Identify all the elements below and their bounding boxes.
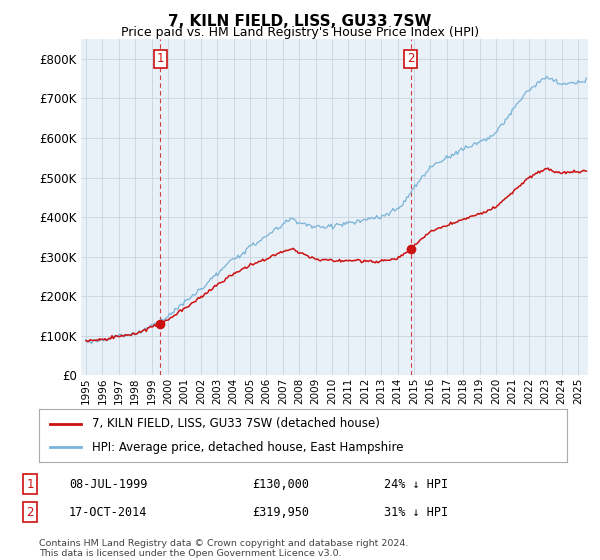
Text: 1: 1 xyxy=(157,53,164,66)
Text: 08-JUL-1999: 08-JUL-1999 xyxy=(69,478,148,491)
Text: 7, KILN FIELD, LISS, GU33 7SW (detached house): 7, KILN FIELD, LISS, GU33 7SW (detached … xyxy=(92,417,380,430)
Text: £319,950: £319,950 xyxy=(252,506,309,519)
Text: HPI: Average price, detached house, East Hampshire: HPI: Average price, detached house, East… xyxy=(92,441,403,454)
Text: 1: 1 xyxy=(26,478,34,491)
Text: Price paid vs. HM Land Registry's House Price Index (HPI): Price paid vs. HM Land Registry's House … xyxy=(121,26,479,39)
Text: Contains HM Land Registry data © Crown copyright and database right 2024.
This d: Contains HM Land Registry data © Crown c… xyxy=(39,539,409,558)
Text: 17-OCT-2014: 17-OCT-2014 xyxy=(69,506,148,519)
Text: 31% ↓ HPI: 31% ↓ HPI xyxy=(384,506,448,519)
Text: £130,000: £130,000 xyxy=(252,478,309,491)
Text: 2: 2 xyxy=(407,53,415,66)
Text: 2: 2 xyxy=(26,506,34,519)
Text: 7, KILN FIELD, LISS, GU33 7SW: 7, KILN FIELD, LISS, GU33 7SW xyxy=(169,14,431,29)
Text: 24% ↓ HPI: 24% ↓ HPI xyxy=(384,478,448,491)
